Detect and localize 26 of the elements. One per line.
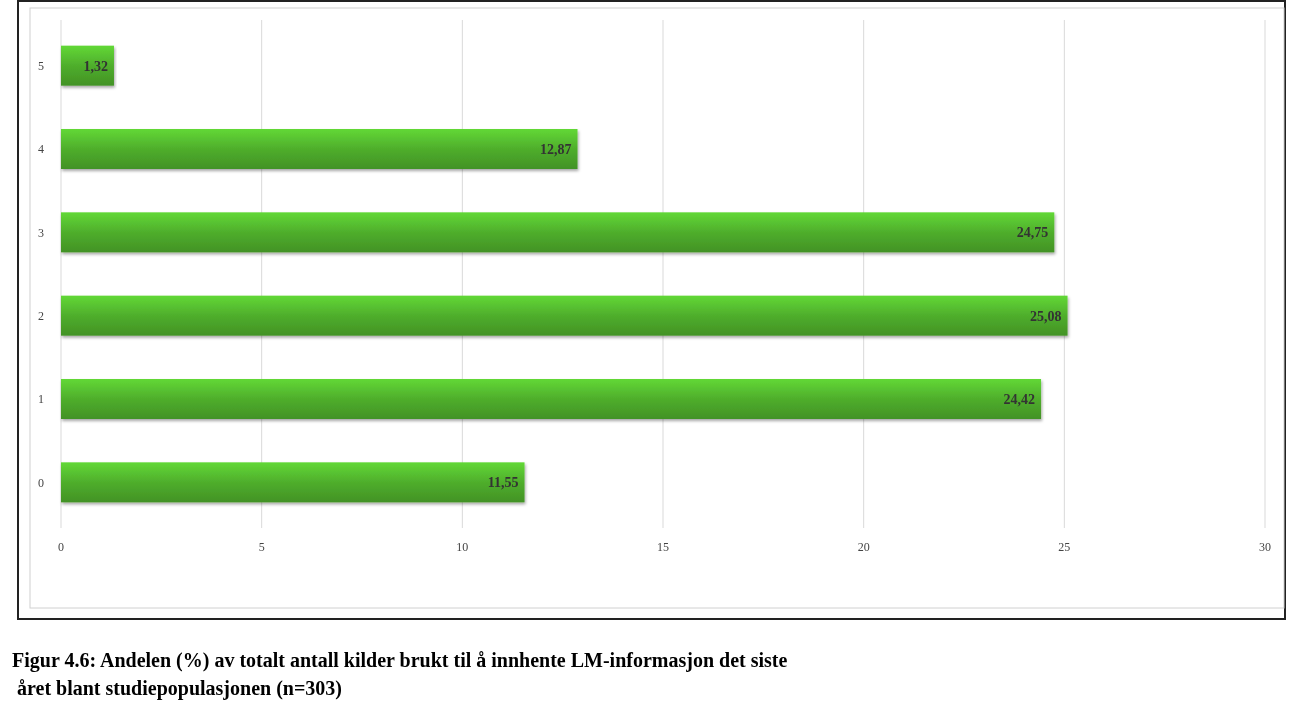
bar: [61, 379, 1042, 419]
y-tick-label: 5: [38, 58, 44, 73]
data-label: 24,42: [1003, 391, 1036, 407]
bar: [61, 462, 525, 503]
x-tick-label: 10: [456, 540, 469, 554]
y-tick-label: 4: [38, 142, 44, 157]
data-label: 11,55: [487, 475, 519, 491]
y-tick-label: 1: [38, 392, 44, 407]
x-tick-label: 30: [1259, 540, 1271, 554]
x-tick-label: 5: [258, 540, 265, 554]
data-label: 12,87: [540, 141, 572, 157]
x-tick-label: 15: [657, 540, 669, 554]
bar: [61, 295, 1068, 336]
x-tick-label: 20: [857, 540, 870, 554]
bar: [61, 212, 1055, 253]
bar: [61, 129, 578, 169]
data-label: 1,32: [83, 58, 108, 74]
bar: [61, 45, 114, 86]
y-tick-label: 3: [38, 225, 44, 240]
y-tick-label: 0: [38, 475, 44, 490]
text: Figur 4.6: Andelen (%) av totalt antall kilder brukt til å innhente LM-informasjon det siste året blant studiepopulasjonen (n=303): [12, 649, 788, 700]
x-tick-label: 0: [58, 540, 64, 554]
data-label: 25,08: [1030, 308, 1062, 324]
x-tick-label: 25: [1058, 540, 1071, 554]
y-tick-label: 2: [38, 308, 44, 323]
data-label: 24,75: [1016, 225, 1049, 241]
